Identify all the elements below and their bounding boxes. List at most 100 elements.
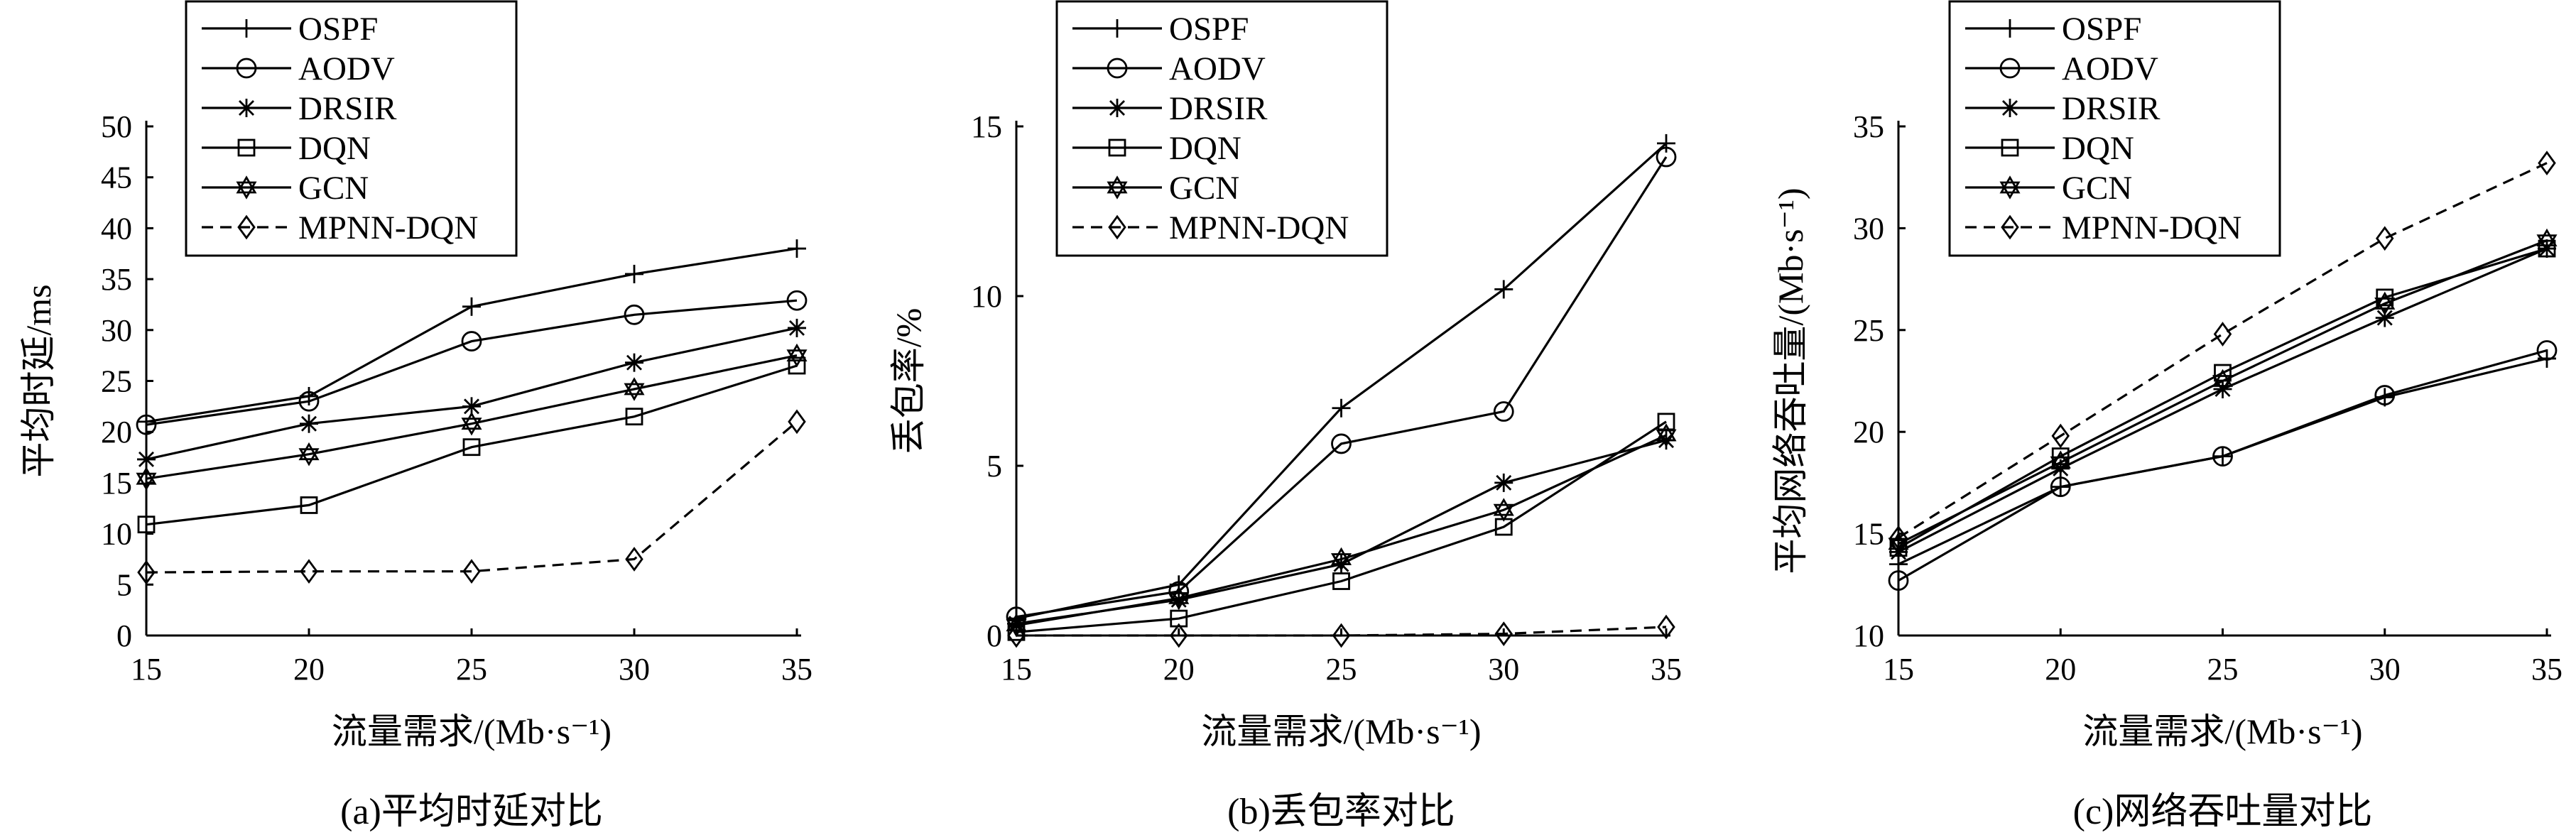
data-point [1331, 433, 1352, 454]
data-point [2212, 446, 2233, 467]
series-dqn [1007, 413, 1675, 641]
series-dqn [137, 356, 806, 534]
data-point [2051, 423, 2070, 449]
data-point [136, 414, 157, 435]
y-tick-label: 10 [971, 279, 1002, 314]
y-tick-label: 15 [1853, 517, 1884, 552]
series-line [146, 299, 798, 426]
data-point [2538, 151, 2556, 175]
series-mpnn-dqn [1007, 614, 1675, 648]
data-point [2375, 308, 2394, 327]
legend-marker [2001, 214, 2019, 240]
legend-marker [1108, 214, 1126, 240]
data-point [1889, 525, 1908, 550]
data-point [137, 449, 156, 469]
series-line [1898, 349, 2548, 582]
data-point [2536, 340, 2558, 361]
data-point [2374, 385, 2396, 405]
data-point [1657, 614, 1675, 640]
x-tick-label: 20 [2045, 652, 2076, 687]
legend-label: DQN [2062, 130, 2134, 167]
data-point [300, 496, 318, 514]
x-tick-label: 15 [1001, 652, 1032, 687]
data-point [300, 414, 318, 433]
legend-marker [1108, 19, 1126, 38]
x-tick-label: 25 [2207, 652, 2239, 687]
data-point [1494, 280, 1513, 299]
y-axis-label: 丢包率/% [888, 308, 928, 454]
chart-panel-1: 15 20 25 30 35 0 5 10 15 20 25 30 35 40 45 50 流量需求/(Mb·s… [18, 0, 813, 832]
legend-marker [236, 175, 257, 200]
legend-marker [1107, 58, 1128, 79]
data-point [298, 442, 320, 467]
series-line [146, 364, 798, 526]
data-point [1888, 570, 1909, 591]
data-point [624, 304, 645, 325]
y-tick-label: 10 [1853, 618, 1884, 653]
x-tick-label: 30 [619, 652, 650, 687]
legend-label: DRSIR [1169, 90, 1268, 127]
x-tick-label: 20 [293, 652, 325, 687]
legend-label: DQN [1169, 130, 1241, 167]
x-axis-label: 流量需求/(Mb·s⁻¹) [1201, 711, 1481, 751]
y-tick-label: 0 [987, 618, 1002, 653]
x-axis-label: 流量需求/(Mb·s⁻¹) [2082, 711, 2362, 751]
legend-marker [1108, 138, 1126, 157]
y-axis-label: 平均网络吞吐量/(Mb·s⁻¹) [1771, 187, 1810, 574]
legend-label: GCN [298, 170, 369, 207]
chart-panel-3: 15 20 25 30 35101520253035流量需求/(Mb·s⁻¹)平均网络吞… [1771, 0, 2563, 832]
legend-marker [237, 19, 256, 38]
legend-marker [2001, 19, 2019, 38]
data-point [2212, 369, 2234, 393]
x-tick-label: 35 [2531, 652, 2563, 687]
legend-marker [2001, 99, 2019, 117]
y-tick-label: 20 [101, 415, 132, 449]
data-point [788, 356, 806, 375]
legend-label: OSPF [298, 11, 378, 48]
data-point [300, 559, 318, 584]
data-point [2213, 322, 2232, 347]
series-line [1898, 162, 2548, 539]
x-tick-label: 15 [131, 652, 162, 687]
data-point [461, 331, 482, 351]
y-tick-label: 40 [101, 211, 132, 246]
legend-label: AODV [1169, 50, 1266, 87]
legend-marker [237, 99, 256, 117]
data-point [788, 409, 806, 435]
y-tick-label: 35 [101, 262, 132, 297]
x-tick-label: 35 [781, 652, 813, 687]
data-point [625, 264, 643, 283]
legend-box [1948, 0, 2281, 257]
legend-label: GCN [2062, 170, 2132, 207]
legend-marker [236, 58, 257, 79]
data-point [2051, 447, 2070, 466]
y-tick-label: 25 [1853, 313, 1884, 348]
y-tick-label: 45 [101, 160, 132, 195]
data-point [461, 411, 482, 436]
series-aodv [1888, 340, 2558, 591]
legend-marker [1999, 175, 2021, 200]
series-aodv [136, 290, 808, 435]
y-tick-label: 30 [101, 313, 132, 348]
x-tick-label: 15 [1883, 652, 1914, 687]
data-point [137, 516, 156, 534]
x-tick-label: 25 [456, 652, 487, 687]
series-gcn [1006, 423, 1677, 638]
panel-caption: (a)平均时延对比 [340, 792, 603, 832]
data-point [788, 318, 806, 337]
data-point [1494, 621, 1513, 646]
legend-label: DRSIR [2062, 90, 2161, 127]
series-line [1016, 439, 1667, 625]
data-point [786, 343, 808, 368]
legend-label: DRSIR [298, 90, 397, 127]
y-tick-label: 35 [1853, 109, 1884, 144]
series-line [146, 354, 798, 480]
data-point [1168, 586, 1190, 611]
y-tick-label: 30 [1853, 211, 1884, 246]
legend-box [185, 0, 518, 257]
data-point [625, 408, 643, 426]
x-axis-label: 流量需求/(Mb·s⁻¹) [332, 711, 612, 751]
data-point [137, 560, 156, 585]
x-tick-label: 20 [1163, 652, 1195, 687]
